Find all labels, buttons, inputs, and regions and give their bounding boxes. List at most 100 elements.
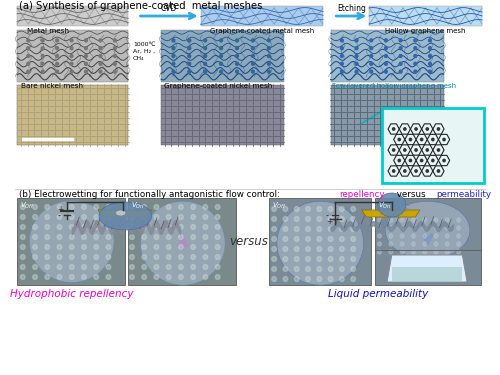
Circle shape [57,255,62,260]
Circle shape [317,276,322,282]
Circle shape [99,70,102,73]
Circle shape [340,276,344,282]
Circle shape [203,225,207,230]
Text: +: + [58,204,64,213]
Circle shape [399,70,402,73]
Circle shape [272,226,276,231]
Ellipse shape [99,202,152,230]
Circle shape [45,234,50,240]
Circle shape [45,204,50,210]
Circle shape [399,39,402,42]
Circle shape [389,250,392,254]
Circle shape [306,256,310,261]
Circle shape [42,62,44,65]
Circle shape [154,225,159,230]
Circle shape [172,39,175,42]
Circle shape [283,267,288,272]
Ellipse shape [277,201,364,285]
Circle shape [45,255,50,260]
Circle shape [94,274,98,279]
Circle shape [191,225,196,230]
Circle shape [94,234,98,240]
Circle shape [236,47,238,50]
Circle shape [415,128,417,130]
Circle shape [172,47,175,50]
Circle shape [130,264,134,270]
Circle shape [384,54,388,57]
Circle shape [216,225,220,230]
Circle shape [428,54,432,57]
Circle shape [70,204,74,210]
Circle shape [370,54,372,57]
FancyBboxPatch shape [17,85,128,145]
Circle shape [57,244,62,249]
Circle shape [456,226,460,230]
Circle shape [106,244,111,249]
Circle shape [456,234,460,238]
Circle shape [42,47,44,50]
Circle shape [294,216,299,222]
Circle shape [294,256,299,261]
Circle shape [317,207,322,212]
Circle shape [32,274,38,279]
Circle shape [283,216,288,222]
Circle shape [70,39,73,42]
Circle shape [340,54,344,57]
Circle shape [370,70,372,73]
Circle shape [99,39,102,42]
Text: versus: versus [230,235,268,248]
Circle shape [56,39,58,42]
Circle shape [114,70,116,73]
Circle shape [400,218,404,222]
Circle shape [70,70,73,73]
Circle shape [400,242,404,246]
Circle shape [404,170,406,172]
Circle shape [178,255,184,260]
Circle shape [172,54,175,57]
Circle shape [306,226,310,231]
Text: Metal mesh: Metal mesh [27,28,69,34]
Circle shape [42,39,44,42]
Circle shape [172,62,175,65]
Circle shape [106,264,111,270]
Circle shape [400,234,404,238]
Ellipse shape [116,210,126,216]
Circle shape [236,39,238,42]
Circle shape [283,226,288,231]
Circle shape [317,237,322,242]
Circle shape [434,250,438,254]
Circle shape [203,234,207,240]
FancyBboxPatch shape [270,198,371,285]
Text: Hollow graphene mesh: Hollow graphene mesh [386,28,466,34]
Circle shape [191,274,196,279]
Circle shape [166,255,171,260]
Circle shape [428,47,432,50]
Circle shape [415,149,417,151]
Circle shape [154,274,159,279]
Circle shape [130,234,134,240]
Circle shape [236,62,238,65]
Circle shape [106,214,111,219]
Circle shape [178,264,184,270]
FancyBboxPatch shape [17,198,126,285]
Circle shape [389,242,392,246]
Circle shape [294,246,299,252]
Circle shape [340,256,344,261]
Text: (a) Synthesis of graphene-coated  metal meshes: (a) Synthesis of graphene-coated metal m… [19,1,262,11]
Circle shape [428,62,432,65]
Circle shape [142,214,146,219]
Circle shape [317,246,322,252]
FancyBboxPatch shape [330,85,444,145]
Circle shape [70,47,73,50]
Circle shape [216,274,220,279]
Circle shape [423,234,426,238]
Text: (b) Electrowetting for functionally antagonistic flow control:: (b) Electrowetting for functionally anta… [19,190,282,199]
Circle shape [32,244,38,249]
FancyBboxPatch shape [128,198,236,285]
Text: Graphene-coated nickel mesh: Graphene-coated nickel mesh [164,83,272,89]
Circle shape [203,244,207,249]
Circle shape [70,62,73,65]
Circle shape [114,62,116,65]
Circle shape [45,244,50,249]
Circle shape [399,47,402,50]
